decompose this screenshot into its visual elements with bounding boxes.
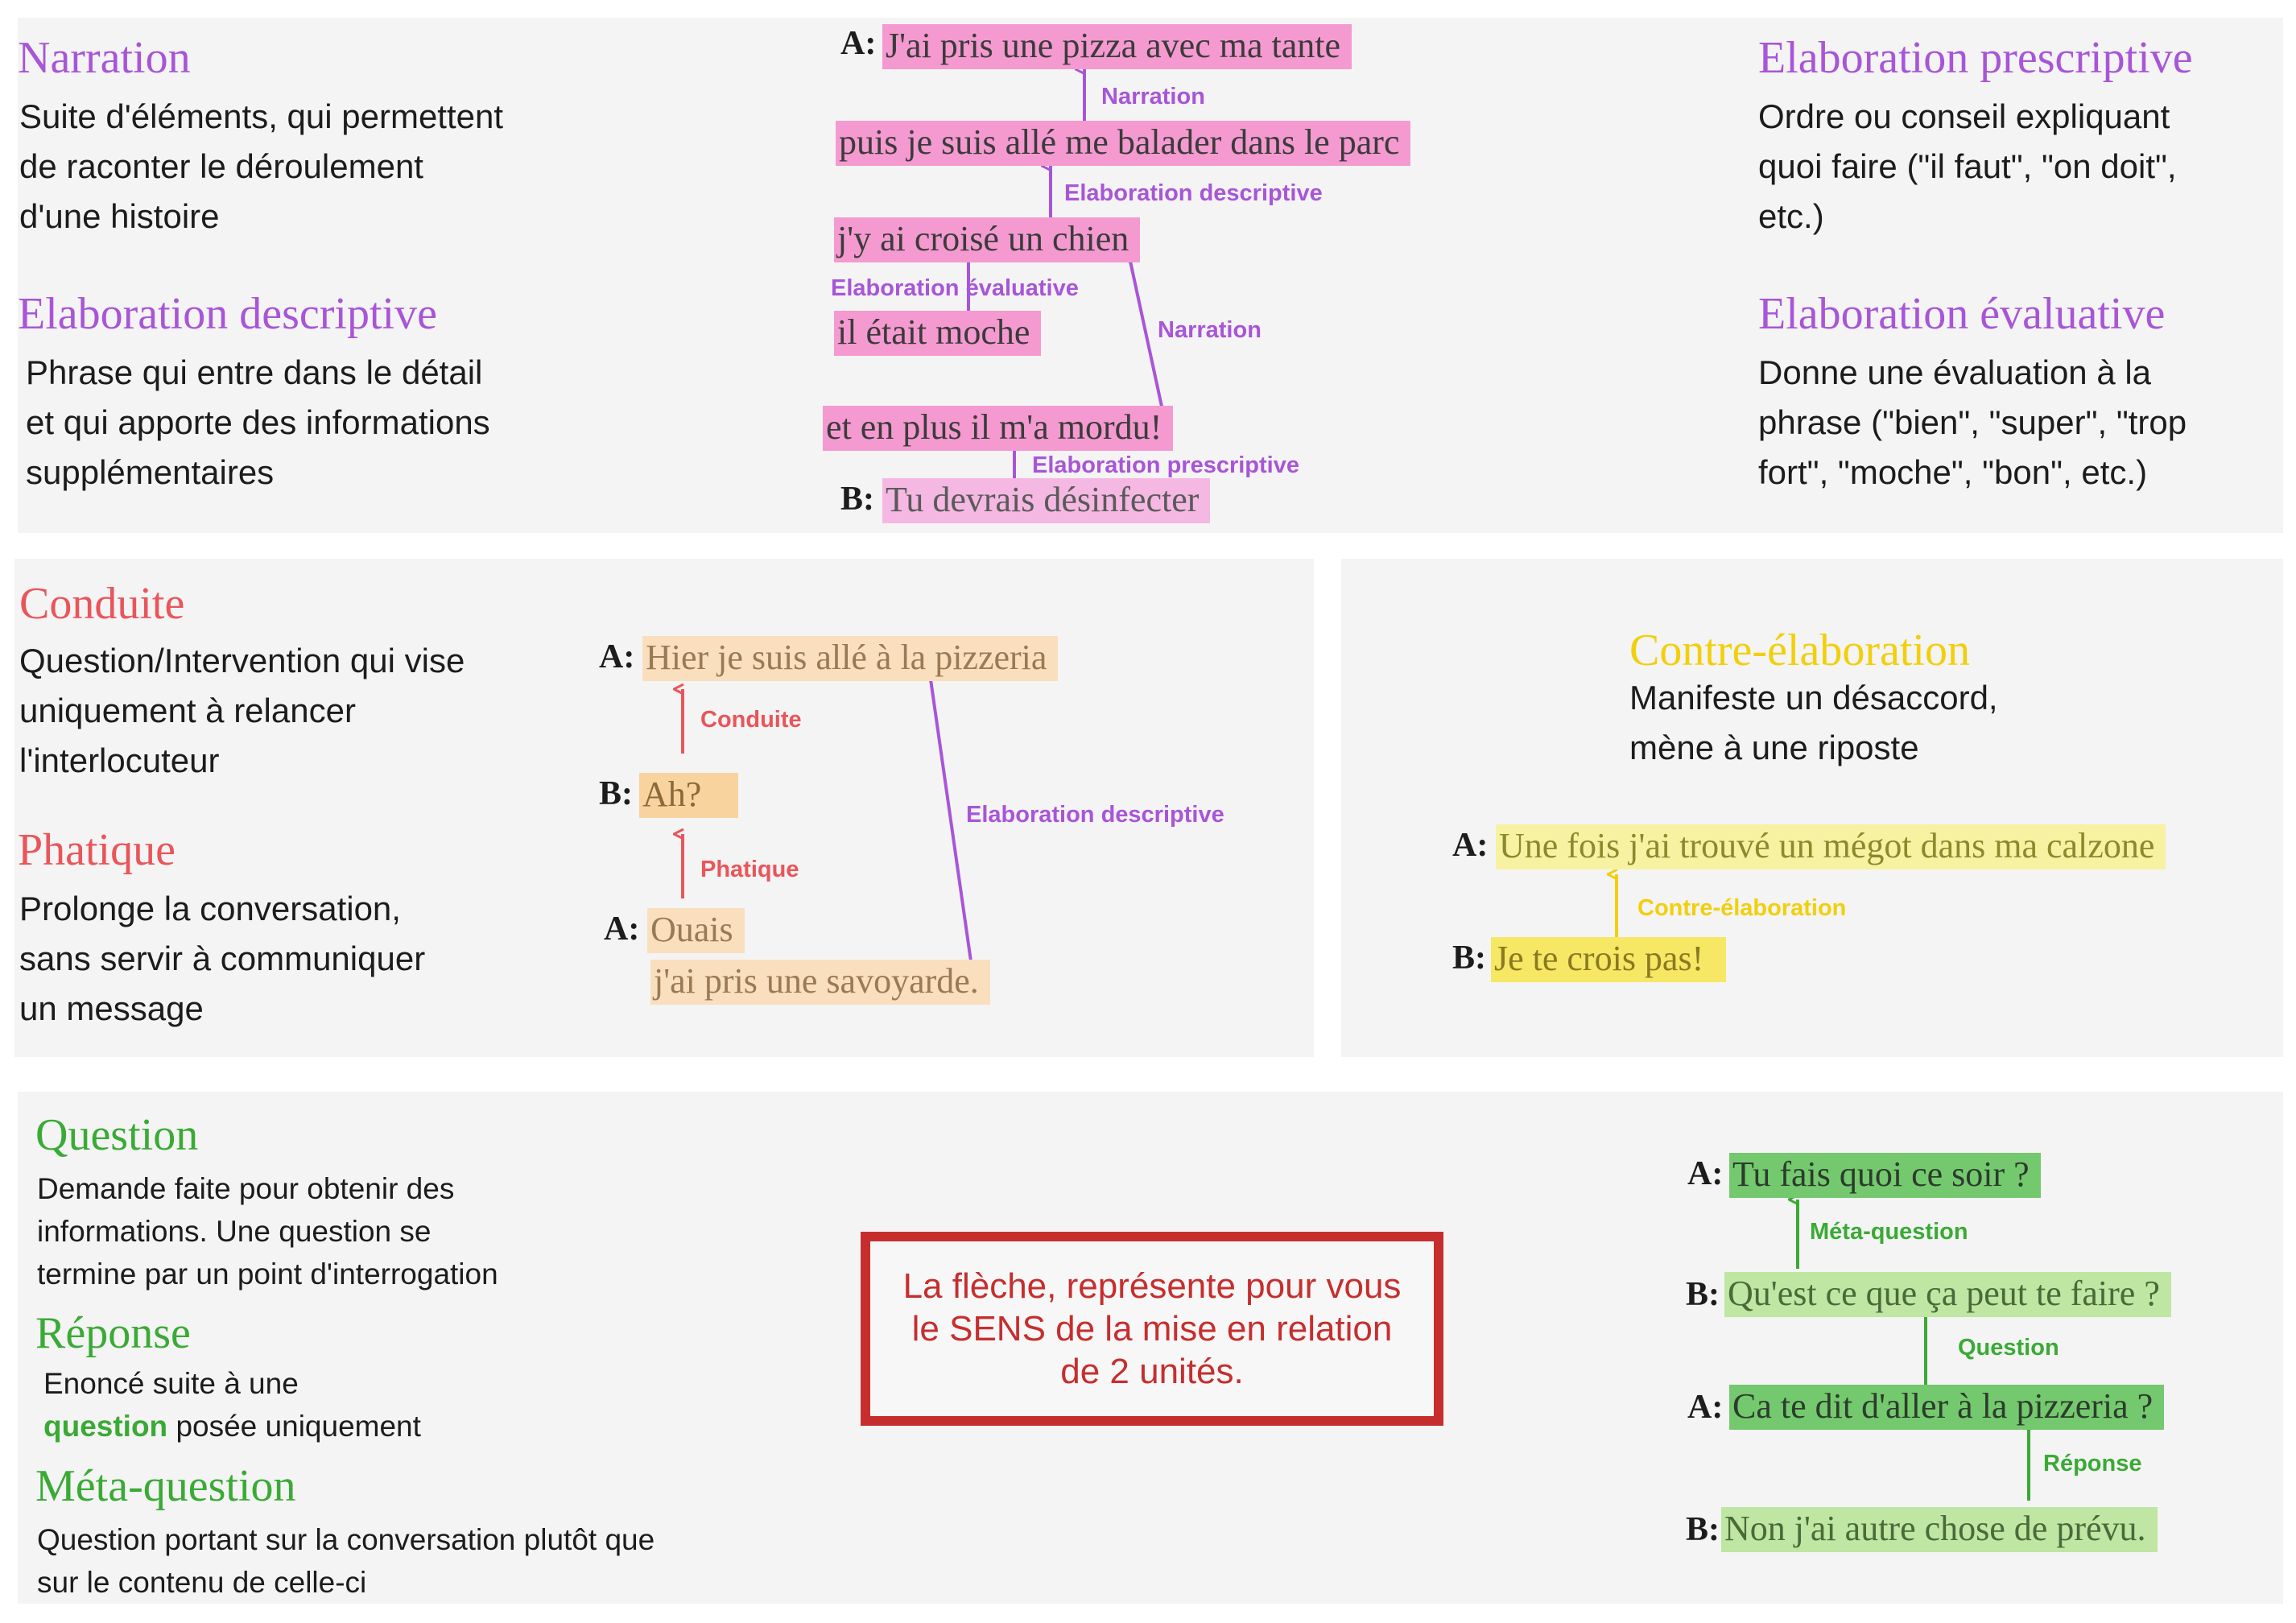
def-text-meta-question: Question portant sur la conversation plu… [37,1523,655,1599]
speaker-a: A: [1452,827,1489,864]
utterance-5: et en plus il m'a mordu! [823,406,1174,451]
utterance-2: Ah? [639,773,739,818]
utterance-2: Qu'est ce que ça peut te faire ? [1724,1272,2171,1317]
reponse-keyword: question [43,1410,168,1443]
relation-label-conduite: Conduite [700,707,802,733]
speaker-b: B: [1452,940,1486,977]
relation-label-elab-prescriptive: Elaboration prescriptive [1032,452,1299,478]
def-text-question: Demande faite pour obtenir des informati… [37,1172,498,1291]
relation-label-phatique: Phatique [700,857,799,882]
def-title-contre-elaboration: Contre-élaboration [1629,626,1970,675]
utterance-3: j'y ai croisé un chien [834,217,1141,262]
speaker-b: B: [1686,1511,1720,1548]
def-title-reponse: Réponse [35,1308,191,1358]
speaker-a: A: [840,25,877,62]
def-text-elab-prescriptive: Ordre ou conseil expliquant quoi faire (… [1758,97,2177,235]
utterance-3: Ca te dit d'aller à la pizzeria ? [1729,1385,2165,1430]
utterance-2: Je te crois pas! [1491,937,1727,982]
def-title-meta-question: Méta-question [35,1461,296,1511]
relation-label-reponse: Réponse [2043,1451,2142,1476]
def-text-elab-descriptive: Phrase qui entre dans le détail et qui a… [26,353,490,491]
relation-label-elab-evaluative: Elaboration évaluative [831,275,1079,301]
def-title-phatique: Phatique [18,825,176,875]
arrow-note-text: La flèche, représente pour vous le SENS … [902,1266,1402,1391]
def-text-contre-elaboration: Manifeste un désaccord, mène à une ripos… [1629,679,1998,766]
def-text-elab-evaluative: Donne une évaluation à la phrase ("bien"… [1758,353,2187,491]
speaker-a: A: [604,911,640,948]
speaker-b: B: [1686,1276,1720,1313]
speaker-a: A: [599,638,635,675]
def-text-narration: Suite d'éléments, qui permettent de raco… [19,97,504,235]
def-title-question: Question [35,1110,199,1160]
def-text-phatique: Prolonge la conversation, sans servir à … [19,890,426,1027]
speaker-a: A: [1687,1389,1724,1426]
relation-label-contre-elaboration: Contre-élaboration [1637,895,1847,921]
utterance-6: Tu devrais désinfecter [882,478,1211,523]
relation-label-meta-question: Méta-question [1810,1219,1968,1245]
utterance-1: Hier je suis allé à la pizzeria [642,636,1059,681]
utterance-2: puis je suis allé me balader dans le par… [836,121,1411,166]
utterance-4: Non j'ai autre chose de prévu. [1721,1507,2158,1552]
relation-label-narration-1: Narration [1101,84,1205,109]
speaker-b: B: [599,775,633,812]
relation-label-narration-2: Narration [1158,317,1262,343]
def-title-conduite: Conduite [19,579,185,629]
def-title-elab-prescriptive: Elaboration prescriptive [1758,33,2193,83]
relation-label-question: Question [1958,1335,2059,1361]
def-text-reponse: Enoncé suite à une question posée unique… [43,1367,421,1443]
utterance-4: j'ai pris une savoyarde. [650,960,990,1005]
def-title-narration: Narration [18,33,191,83]
relation-label-elab-descriptive-1: Elaboration descriptive [1064,180,1323,206]
def-title-elab-descriptive: Elaboration descriptive [18,289,437,339]
speaker-b: B: [840,481,874,518]
arrow-elab-descriptive-2 [929,668,972,962]
speaker-a: A: [1687,1155,1724,1192]
utterance-4: il était moche [834,311,1042,356]
utterance-1: Tu fais quoi ce soir ? [1729,1153,2041,1198]
utterance-3: Ouais [647,908,745,953]
def-text-conduite: Question/Intervention qui vise uniquemen… [19,642,465,779]
arrow-note-box: La flèche, représente pour vous le SENS … [861,1232,1443,1426]
utterance-1: J'ai pris une pizza avec ma tante [882,24,1352,69]
relation-label-elab-descriptive-2: Elaboration descriptive [966,802,1224,828]
arrow-narration-2 [1129,258,1165,415]
utterance-1: Une fois j'ai trouvé un mégot dans ma ca… [1496,824,2166,869]
def-title-elab-evaluative: Elaboration évaluative [1758,289,2166,339]
